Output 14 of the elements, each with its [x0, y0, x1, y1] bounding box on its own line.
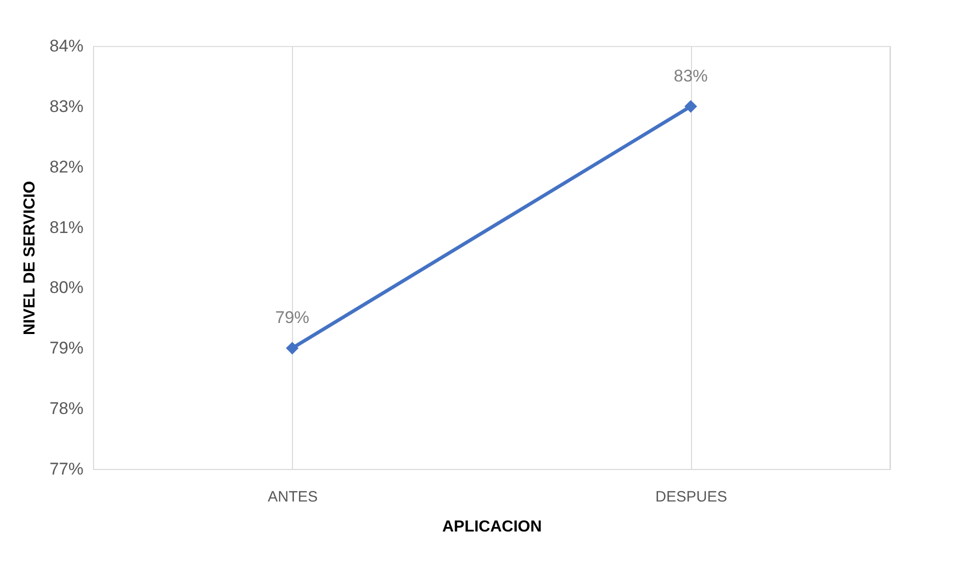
x-axis-title: APLICACION: [442, 518, 542, 536]
y-tick-label: 80%: [49, 278, 84, 298]
y-tick-label: 77%: [49, 460, 84, 478]
y-tick-label: 78%: [49, 399, 84, 418]
y-tick-label: 82%: [49, 157, 84, 176]
x-tick-label: DESPUES: [655, 488, 728, 506]
y-tick-label: 81%: [49, 218, 84, 237]
data-label: 79%: [275, 308, 310, 328]
y-tick-label: 84%: [49, 36, 84, 56]
y-tick-label: 79%: [49, 338, 84, 358]
x-tick-label: ANTES: [268, 488, 318, 506]
y-axis-title: NIVEL DE SERVICIO: [21, 180, 38, 336]
data-label: 83%: [674, 66, 708, 86]
y-tick-label: 83%: [49, 96, 84, 116]
